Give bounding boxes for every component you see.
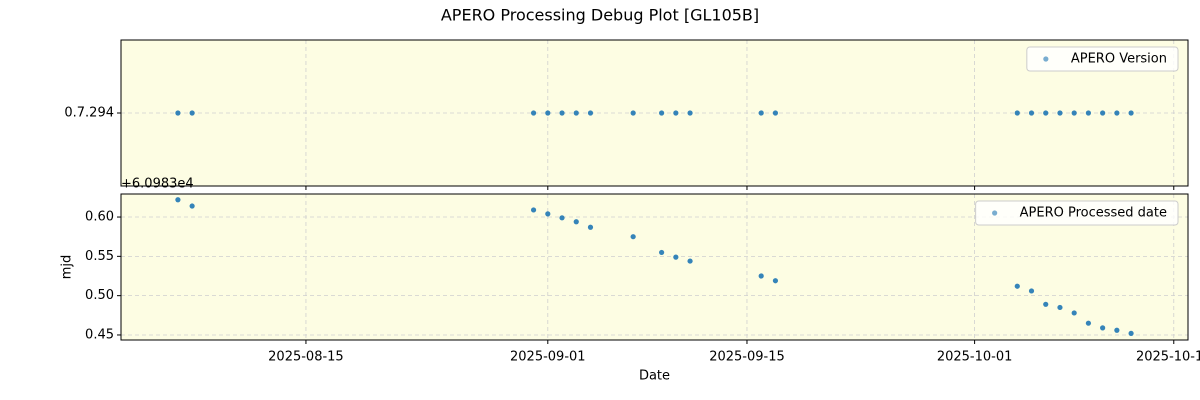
x-tick-label: 2025-08-15 <box>268 350 344 365</box>
x-tick-label: 2025-10-01 <box>937 350 1013 365</box>
data-point <box>1057 110 1063 116</box>
data-point <box>1085 110 1092 116</box>
data-point <box>175 197 181 203</box>
data-point <box>1028 110 1035 116</box>
legend-box <box>1026 46 1179 72</box>
data-point <box>659 110 665 116</box>
data-point <box>189 110 195 116</box>
data-point <box>630 234 636 240</box>
data-point <box>1043 301 1049 307</box>
data-point <box>587 224 594 230</box>
figure-title: APERO Processing Debug Plot [GL105B] <box>441 6 759 25</box>
x-tick-label: 2025-10-15 <box>1136 350 1200 365</box>
legend-marker <box>992 210 998 216</box>
data-point <box>1057 304 1063 311</box>
y-tick-label: 0.60 <box>85 210 114 225</box>
data-point <box>1128 110 1134 116</box>
data-point <box>189 203 195 209</box>
data-point <box>545 211 551 217</box>
data-point <box>673 254 679 260</box>
y-offset-label: +6.0983e4 <box>121 177 194 192</box>
data-point <box>659 249 665 256</box>
data-point <box>175 110 181 116</box>
y-axis-label: mjd <box>60 255 75 280</box>
data-point <box>530 207 537 213</box>
data-point <box>1114 327 1120 333</box>
data-point <box>530 110 537 116</box>
legend-label: APERO Processed date <box>1020 206 1167 221</box>
legend-label: APERO Version <box>1071 52 1167 67</box>
legend-marker <box>1043 56 1049 62</box>
data-point <box>1071 110 1077 116</box>
data-point <box>573 219 579 225</box>
data-point <box>630 110 636 116</box>
data-point <box>772 110 779 116</box>
data-point <box>1028 288 1035 294</box>
data-point <box>687 258 693 264</box>
data-point <box>587 110 594 116</box>
x-tick-label: 2025-09-01 <box>510 350 586 365</box>
data-point <box>673 110 679 116</box>
data-point <box>687 110 693 116</box>
x-tick-label: 2025-09-15 <box>709 350 785 365</box>
data-point <box>772 278 779 284</box>
y-tick-label: 0.50 <box>85 288 114 303</box>
data-point <box>559 110 565 116</box>
data-point <box>758 110 764 116</box>
data-point <box>1100 110 1106 116</box>
data-point <box>1128 330 1134 336</box>
y-tick-label: 0.45 <box>85 327 114 342</box>
y-tick-label: 0.55 <box>85 249 114 264</box>
data-point <box>559 215 565 221</box>
legend-box <box>975 200 1179 226</box>
data-point <box>1014 110 1020 116</box>
data-point <box>758 273 764 279</box>
data-point <box>573 110 579 116</box>
legend: APERO Version <box>1026 46 1179 72</box>
data-point <box>1014 283 1020 289</box>
y-tick-label: 0.7.294 <box>64 106 114 121</box>
x-axis-label: Date <box>639 369 670 384</box>
data-point <box>1085 320 1092 326</box>
data-point <box>1100 325 1106 331</box>
data-point <box>1043 110 1049 116</box>
data-point <box>545 110 551 116</box>
axes-frame <box>120 39 1189 187</box>
axes-frame <box>120 193 1189 341</box>
legend: APERO Processed date <box>975 200 1179 226</box>
data-point <box>1071 310 1077 316</box>
data-point <box>1114 110 1120 116</box>
